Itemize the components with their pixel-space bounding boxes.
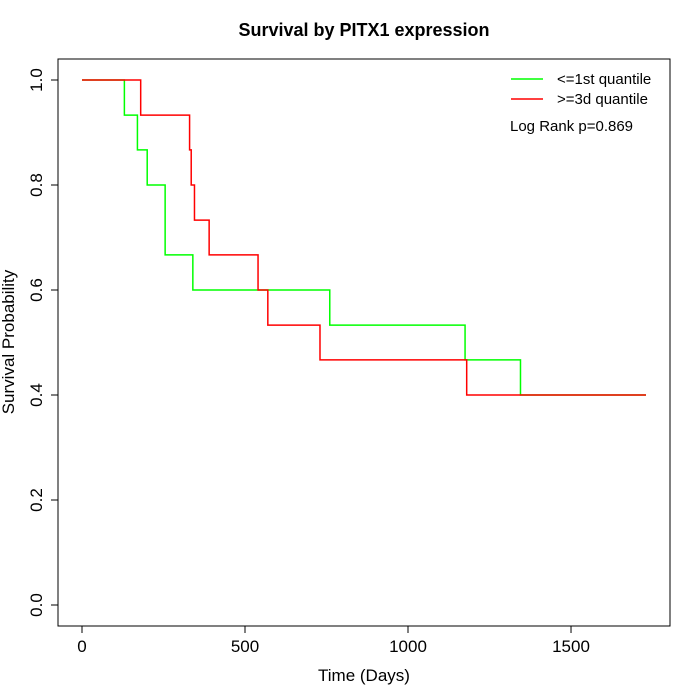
y-axis: 0.0 0.2 0.4 0.6 0.8 1.0 bbox=[27, 68, 59, 617]
x-tick-label: 0 bbox=[77, 637, 86, 656]
x-tick-label: 500 bbox=[231, 637, 259, 656]
y-tick-label: 0.2 bbox=[27, 488, 46, 512]
x-axis: 0 500 1000 1500 bbox=[77, 625, 590, 656]
x-tick-label: 1500 bbox=[552, 637, 590, 656]
legend: <=1st quantile >=3d quantile bbox=[511, 71, 651, 108]
legend-label: >=3d quantile bbox=[557, 91, 648, 108]
y-tick-label: 0.0 bbox=[27, 593, 46, 617]
legend-label: <=1st quantile bbox=[557, 71, 651, 88]
series-line-1 bbox=[82, 79, 646, 396]
series-layer bbox=[82, 79, 646, 396]
series-line-2 bbox=[82, 79, 646, 396]
y-axis-label: Survival Probability bbox=[0, 269, 18, 414]
x-axis-label: Time (Days) bbox=[318, 666, 410, 685]
y-tick-label: 1.0 bbox=[27, 68, 46, 92]
log-rank-annotation: Log Rank p=0.869 bbox=[510, 118, 633, 135]
plot-frame bbox=[57, 58, 671, 627]
y-tick-label: 0.8 bbox=[27, 173, 46, 197]
y-tick-label: 0.6 bbox=[27, 278, 46, 302]
y-tick-label: 0.4 bbox=[27, 383, 46, 407]
chart-title: Survival by PITX1 expression bbox=[238, 20, 489, 40]
x-tick-label: 1000 bbox=[389, 637, 427, 656]
